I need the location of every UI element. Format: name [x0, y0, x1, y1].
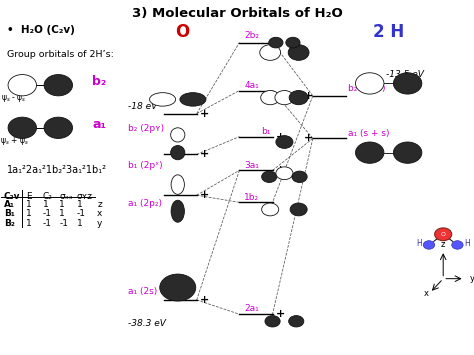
Text: y: y [97, 219, 102, 228]
Circle shape [160, 274, 196, 301]
Circle shape [261, 91, 280, 105]
Text: +: + [304, 133, 314, 143]
Text: -1: -1 [43, 209, 52, 218]
Text: b₂ (2pʏ): b₂ (2pʏ) [128, 124, 164, 133]
Circle shape [289, 316, 304, 327]
Text: +: + [276, 165, 285, 175]
Circle shape [8, 117, 36, 138]
Circle shape [452, 241, 463, 249]
Text: -18 eV: -18 eV [128, 102, 157, 111]
Text: +: + [200, 149, 210, 159]
Circle shape [44, 117, 73, 138]
Text: 1: 1 [26, 219, 32, 228]
Ellipse shape [171, 146, 185, 160]
Text: 2a₁: 2a₁ [244, 304, 259, 313]
Text: ψ$_s$ - ψ$_s$: ψ$_s$ - ψ$_s$ [1, 93, 27, 104]
Text: +: + [304, 91, 314, 101]
Text: z: z [441, 240, 446, 249]
Text: 3) Molecular Orbitals of H₂O: 3) Molecular Orbitals of H₂O [132, 7, 342, 20]
Text: 1: 1 [26, 209, 32, 218]
Text: a₁ (s + s): a₁ (s + s) [348, 129, 390, 138]
Text: 1: 1 [77, 219, 82, 228]
Circle shape [275, 91, 294, 105]
Text: x: x [97, 209, 102, 218]
Text: +: + [200, 190, 210, 200]
Circle shape [262, 171, 277, 182]
Text: b₂ (s - s): b₂ (s - s) [348, 84, 386, 93]
Circle shape [356, 73, 384, 94]
Text: ψ$_s$ + ψ$_s$: ψ$_s$ + ψ$_s$ [0, 135, 29, 147]
Text: H: H [464, 239, 470, 248]
Circle shape [356, 142, 384, 163]
Circle shape [44, 75, 73, 96]
Text: +: + [276, 309, 285, 319]
Circle shape [260, 45, 281, 60]
Text: •  H₂O (C₂v): • H₂O (C₂v) [7, 25, 75, 35]
Text: 1: 1 [59, 200, 65, 208]
Text: x: x [424, 289, 429, 299]
Circle shape [265, 316, 280, 327]
Circle shape [289, 91, 308, 105]
Text: -38.3 eV: -38.3 eV [128, 318, 166, 328]
Circle shape [288, 45, 309, 60]
Text: +: + [276, 132, 285, 142]
Text: 1a₁²2a₁²1b₂²3a₁²1b₁²: 1a₁²2a₁²1b₂²3a₁²1b₁² [7, 165, 107, 175]
Text: b₂: b₂ [92, 75, 107, 88]
Text: 4a₁: 4a₁ [244, 81, 259, 90]
Text: 1: 1 [43, 200, 48, 208]
Ellipse shape [171, 175, 184, 194]
Text: y: y [469, 274, 474, 283]
Circle shape [393, 73, 422, 94]
Circle shape [435, 228, 452, 241]
Text: 3a₁: 3a₁ [244, 160, 259, 170]
Text: O: O [441, 232, 446, 237]
Ellipse shape [171, 200, 184, 222]
Circle shape [8, 75, 36, 96]
Text: σₓₓ: σₓₓ [59, 192, 73, 201]
Text: -1: -1 [77, 209, 86, 218]
Circle shape [276, 136, 293, 148]
Text: 1b₂: 1b₂ [244, 192, 259, 202]
Circle shape [423, 241, 435, 249]
Circle shape [292, 171, 307, 182]
Circle shape [269, 37, 283, 48]
Circle shape [262, 203, 279, 216]
Text: a₁ (2s): a₁ (2s) [128, 286, 157, 296]
Ellipse shape [180, 93, 206, 106]
Text: E: E [26, 192, 32, 201]
Text: +: + [200, 295, 210, 305]
Text: -1: -1 [59, 219, 68, 228]
Text: 1: 1 [26, 200, 32, 208]
Text: Group orbitals of 2H’s:: Group orbitals of 2H’s: [7, 50, 114, 59]
Text: A₁: A₁ [4, 200, 15, 208]
Text: 1: 1 [59, 209, 65, 218]
Text: H: H [417, 239, 422, 248]
Text: +: + [200, 109, 210, 119]
Ellipse shape [171, 128, 185, 142]
Text: σʏz: σʏz [77, 192, 93, 201]
Text: a₁ (2p₂): a₁ (2p₂) [128, 198, 162, 208]
Text: 1: 1 [77, 200, 82, 208]
Circle shape [286, 37, 300, 48]
Text: B₂: B₂ [4, 219, 15, 228]
Text: a₁: a₁ [92, 118, 107, 131]
Text: O: O [175, 23, 190, 41]
Text: C₂: C₂ [43, 192, 53, 201]
Text: B₁: B₁ [4, 209, 15, 218]
Text: 2b₂: 2b₂ [244, 31, 259, 40]
Circle shape [276, 167, 293, 180]
Text: -13.5 eV: -13.5 eV [386, 70, 424, 79]
Ellipse shape [149, 93, 175, 106]
Text: b₁: b₁ [261, 127, 270, 136]
Circle shape [290, 203, 307, 216]
Circle shape [393, 142, 422, 163]
Text: 2 H: 2 H [373, 23, 404, 41]
Text: C₂v: C₂v [4, 192, 20, 201]
Text: z: z [97, 200, 102, 208]
Text: b₁ (2pˣ): b₁ (2pˣ) [128, 160, 163, 170]
Text: -1: -1 [43, 219, 52, 228]
